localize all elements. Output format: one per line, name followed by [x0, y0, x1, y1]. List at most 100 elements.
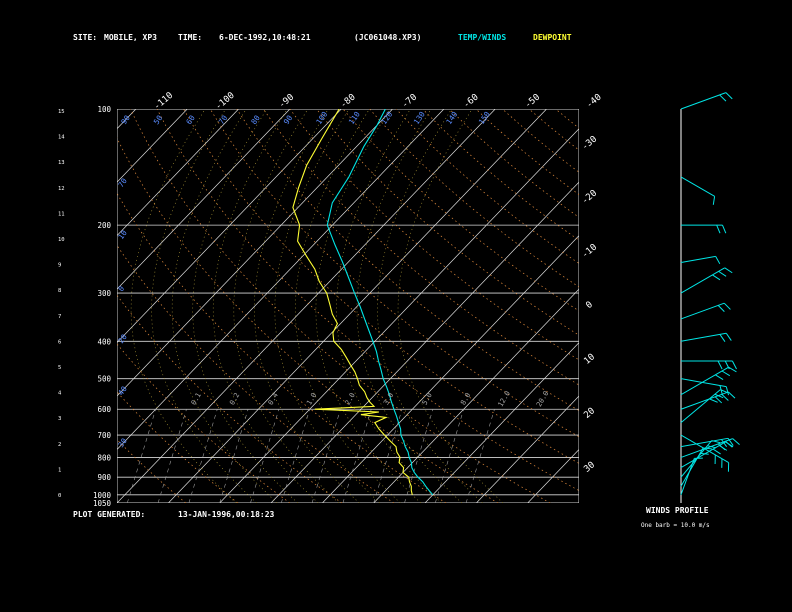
dry-adiabat-line: [183, 109, 579, 464]
moist-adiabat-line: [212, 109, 319, 503]
isotherm-line: [424, 342, 579, 503]
moist-adiabat-line: [171, 109, 278, 503]
mixing-ratio-line: [126, 409, 156, 503]
moist-adiabat-line: [274, 109, 381, 503]
isotherm-right-label: -30: [580, 134, 599, 152]
theta-top-label: 70: [217, 113, 230, 126]
isotherm-line: [322, 235, 579, 503]
isotherm-line: [270, 181, 579, 503]
series-layer: [292, 109, 434, 496]
isotherm-right-label: 0: [584, 300, 595, 311]
mixing-ratio-label: 8.0: [459, 392, 472, 407]
pressure-tick-label: 700: [97, 431, 111, 440]
mixing-ratio-line: [311, 409, 341, 503]
file-id: (JC061048.XP3): [354, 33, 422, 42]
wind-barb-flag: [712, 448, 721, 455]
dry-adiabat-line: [316, 109, 579, 336]
pressure-tick-label: 600: [97, 405, 111, 414]
wind-barb-flag: [721, 370, 731, 377]
mixing-ratio-label: 0.2: [228, 392, 241, 407]
legend-temp-winds: TEMP/WINDS: [458, 33, 507, 42]
wind-barb-flag: [720, 389, 729, 394]
theta-top-label: 50: [152, 113, 165, 126]
dry-adiabat-line: [422, 109, 579, 241]
legend-dewpoint: DEWPOINT: [533, 33, 572, 42]
wind-barb-flag: [728, 391, 736, 399]
isotherm-line: [219, 128, 579, 503]
height-km-label: 15: [58, 109, 65, 115]
mixing-ratio-label: 3.0: [382, 392, 395, 407]
theta-top-label: 110: [347, 109, 362, 126]
isotherm-top-label: -70: [400, 92, 419, 110]
mixing-ratio-label: 1.0: [305, 392, 318, 407]
isotherm-top-label: -40: [585, 92, 604, 110]
wind-barb-flag: [719, 94, 727, 102]
wind-barb-flag: [731, 360, 737, 370]
wind-barb-shaft: [680, 447, 704, 487]
wind-scale-note: One barb = 10.0 m/s: [641, 522, 710, 529]
isotherm-right-label: -20: [580, 188, 599, 206]
pressure-tick-label: 300: [97, 289, 111, 298]
moist-adiabat-line: [254, 109, 360, 503]
mixing-ratio-label: 20.0: [535, 390, 550, 409]
dry-adiabat-line: [582, 109, 792, 503]
pressure-tick-label: 500: [97, 375, 111, 384]
theta-top-label: 150: [477, 109, 492, 126]
wind-barb-flag: [715, 374, 724, 381]
wind-barb-shaft: [680, 255, 716, 264]
theta-top-label: 140: [444, 109, 459, 126]
dry-adiabat-line: [156, 109, 579, 491]
plot-generated-value: 13-JAN-1996,00:18:23: [178, 510, 275, 519]
mixing-ratio-line: [188, 409, 218, 503]
time-value: 6-DEC-1992,10:48:21: [219, 33, 311, 42]
grid-layer: [117, 109, 792, 503]
dry-adiabat-line: [117, 137, 499, 503]
moist-adiabat-line: [397, 109, 504, 503]
mixing-ratio-line: [219, 409, 249, 503]
mixing-ratio-line: [342, 409, 372, 503]
isotherm-line: [117, 109, 342, 344]
theta-left-label: 70: [116, 176, 129, 189]
wind-barb-flag: [721, 394, 729, 401]
wind-barb-shaft: [680, 437, 729, 448]
dry-adiabat-line: [609, 109, 792, 503]
isotherm-top-label: -60: [462, 92, 481, 110]
time-label: TIME:: [178, 33, 203, 42]
wind-barb-flag: [723, 302, 731, 310]
moist-adiabat-line: [377, 109, 483, 503]
theta-left-label: 30: [116, 436, 129, 449]
wind-barb-shaft: [680, 176, 715, 197]
dry-adiabat-line: [475, 109, 579, 196]
dry-adiabat-line: [502, 109, 579, 173]
pressure-tick-label: 900: [97, 473, 111, 482]
wind-barb-shaft: [680, 92, 727, 110]
winds-profile-title: WINDS PROFILE: [646, 506, 709, 515]
isotherm-right-label: -10: [580, 242, 599, 260]
wind-barb-flag: [719, 334, 726, 342]
pressure-tick-label: 100: [97, 105, 111, 114]
site-label: SITE:: [73, 33, 98, 42]
wind-barb-shaft: [680, 458, 695, 495]
wind-barb-flag: [717, 305, 725, 312]
mixing-ratio-label: 0.4: [267, 392, 280, 407]
dry-adiabat-line: [449, 109, 579, 218]
height-km-label: 10: [58, 237, 65, 243]
wind-barb-shaft: [680, 302, 725, 320]
isotherm-line: [117, 109, 188, 183]
theta-left-label: 10: [116, 228, 129, 241]
height-km-label: 1: [58, 467, 61, 473]
moist-adiabat-line: [151, 109, 257, 503]
isotherm-top-label: -90: [277, 92, 296, 110]
pressure-tick-label: 1000: [93, 491, 112, 500]
height-km-label: 5: [58, 365, 61, 371]
dry-adiabat-line: [236, 109, 579, 412]
height-km-label: 0: [58, 493, 61, 499]
mixing-ratio-label: 5.0: [421, 392, 434, 407]
theta-top-label: 60: [184, 113, 197, 126]
wind-barb-shaft: [680, 378, 727, 388]
wind-barb-shaft: [680, 267, 725, 294]
wind-barb-flag: [699, 452, 709, 455]
dry-adiabat-line: [209, 109, 579, 438]
dry-adiabat-line: [263, 109, 579, 386]
